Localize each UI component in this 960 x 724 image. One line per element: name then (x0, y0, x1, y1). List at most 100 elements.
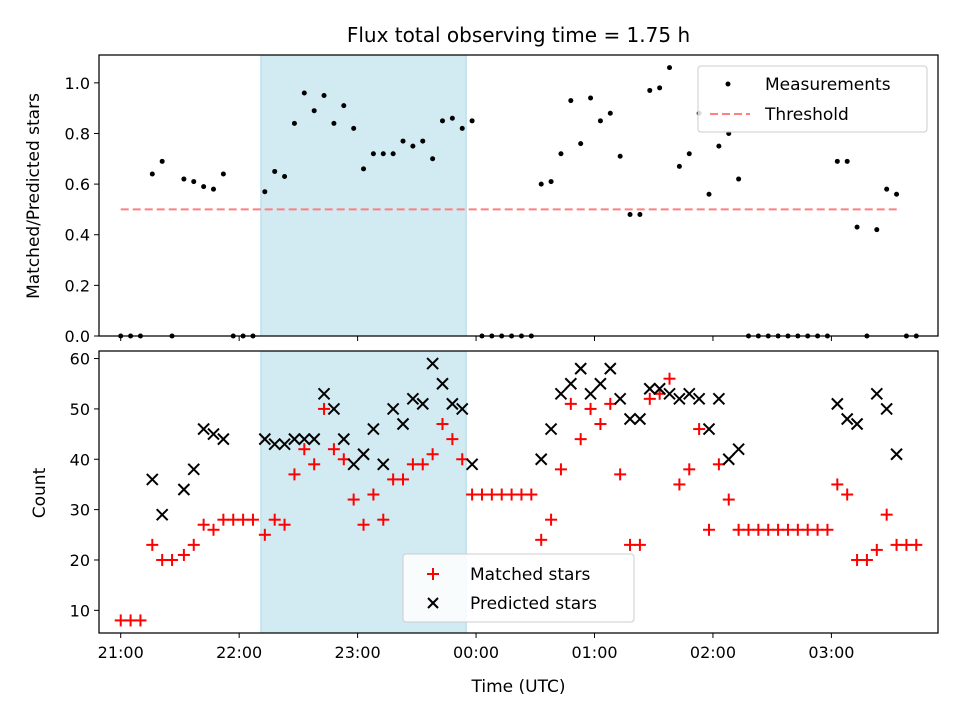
matched-star-point (134, 614, 147, 627)
matched-star-point (574, 433, 587, 446)
predicted-star-point (643, 382, 656, 395)
predicted-star-point (683, 387, 696, 401)
predicted-star-point (840, 412, 854, 426)
ratio-y-tick-label: 1.0 (65, 74, 90, 93)
matched-star-point (268, 513, 281, 526)
measurement-point (311, 108, 317, 114)
time-x-tick-label: 21:00 (98, 643, 144, 662)
measurement-point (181, 176, 187, 182)
matched-star-point (683, 463, 696, 476)
measurement-point (439, 118, 445, 124)
predicted-star-point (386, 402, 400, 416)
ratio-y-tick-label: 0.0 (65, 327, 90, 346)
measurement-point (647, 87, 653, 93)
predicted-star-point (574, 362, 587, 375)
predicted-star-point (446, 397, 459, 411)
predicted-star-point (594, 377, 607, 390)
time-x-axis-ticks: 21:00 22:00 23:00 00:00 01:00 02:00 03:00 (98, 633, 854, 662)
predicted-star-point (633, 412, 647, 426)
matched-star-point (436, 418, 449, 431)
predicted-star-point (732, 442, 745, 456)
predicted-star-point (406, 392, 420, 406)
ratio-x-axis-ticks (120, 336, 832, 341)
matched-star-point (860, 553, 873, 566)
count-legend: Matched stars Predicted stars (402, 553, 635, 623)
ratio-plot-frame (98, 54, 939, 337)
measurement-point (676, 163, 682, 169)
predicted-star-point (831, 397, 844, 411)
observing-window-shade (260, 54, 467, 337)
predicted-star-point (880, 402, 893, 416)
matched-star-point (545, 513, 558, 526)
measurement-point (410, 143, 416, 149)
matched-star-point (197, 518, 210, 531)
predicted-star-point (416, 397, 429, 411)
measurement-point (149, 171, 155, 177)
matched-star-point (564, 397, 577, 410)
matched-star-point (377, 513, 390, 526)
measurement-point (341, 103, 347, 109)
measurement-point (420, 138, 426, 144)
measurement-point (370, 151, 376, 157)
matched-star-point (416, 458, 429, 471)
predicted-legend-label: Predicted stars (470, 594, 597, 614)
ratio-legend-box (697, 65, 928, 133)
predicted-star-point (613, 392, 627, 406)
predicted-star-point (870, 387, 884, 401)
matched-star-point (166, 553, 179, 566)
count-panel: 10 20 30 40 50 60 21:00 22:00 23:00 00:00 01:00 02… (30, 350, 939, 697)
matched-star-point (367, 488, 380, 501)
ratio-y-axis-ticks: 0.0 0.2 0.4 0.6 0.8 1.0 (65, 74, 99, 346)
measurement-point (617, 153, 623, 159)
predicted-star-point (298, 432, 311, 446)
count-y-tick-label: 10 (70, 601, 90, 620)
measurement-point (706, 191, 712, 197)
measurement-point (301, 90, 307, 96)
matched-star-point (308, 458, 321, 471)
matched-star-point (663, 372, 676, 385)
matched-star-point (246, 513, 259, 526)
predicted-star-point (850, 417, 864, 431)
count-y-axis-ticks: 10 20 30 40 50 60 (70, 350, 99, 620)
measurement-point (716, 143, 722, 149)
matched-star-point (258, 528, 271, 541)
predicted-star-point (268, 437, 281, 451)
matched-star-point (525, 488, 538, 501)
measurement-point (667, 65, 673, 71)
measurement-point (210, 186, 216, 192)
measurements-legend-label: Measurements (765, 75, 891, 95)
measurement-point (607, 110, 613, 116)
predicted-star-point (692, 392, 706, 406)
predicted-star-point (278, 437, 291, 451)
matched-star-point (841, 488, 854, 501)
measurement-point (558, 151, 564, 157)
time-x-tick-label: 23:00 (335, 643, 381, 662)
measurement-point (449, 115, 455, 121)
ratio-y-tick-label: 0.2 (65, 276, 90, 295)
measurement-point (321, 93, 327, 99)
matched-star-point (298, 443, 311, 456)
predicted-star-point (653, 382, 666, 395)
measurement-point (874, 227, 880, 233)
matched-star-point (821, 523, 834, 536)
matched-star-point (703, 523, 716, 536)
time-x-tick-label: 03:00 (808, 643, 854, 662)
matched-star-point (633, 538, 646, 551)
predicted-star-point (258, 432, 272, 446)
predicted-star-point (396, 417, 410, 431)
measurement-point (430, 156, 436, 162)
chart-title: Flux total observing time = 1.75 h (347, 23, 690, 47)
predicted-star-point (337, 432, 350, 446)
predicted-star-point (426, 357, 439, 370)
measurement-point (351, 125, 357, 131)
matched-star-points (114, 372, 923, 627)
count-legend-box (402, 553, 635, 623)
predicted-star-point (187, 463, 200, 476)
predicted-star-point (146, 473, 159, 486)
matched-star-point (594, 418, 607, 431)
matched-star-point (722, 493, 735, 506)
matched-star-point (880, 508, 893, 521)
measurement-point (548, 179, 554, 185)
